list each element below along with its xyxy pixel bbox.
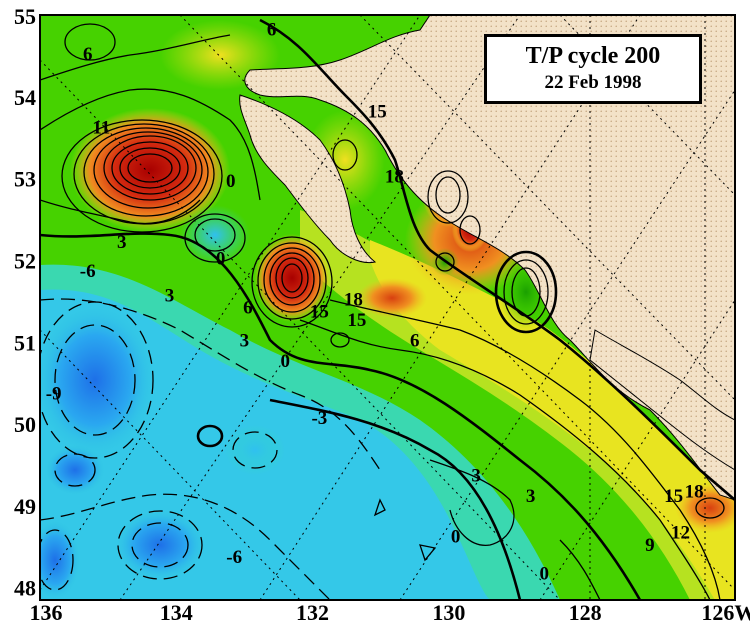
contour-label: 15 <box>310 302 329 323</box>
contour-label: 0 <box>451 527 461 548</box>
contour-lines <box>40 18 735 600</box>
x-tick-label: 134 <box>160 600 193 625</box>
map-date: 22 Feb 1998 <box>544 72 642 93</box>
low-anomaly-south <box>115 510 205 580</box>
contour-label: 15 <box>368 101 387 122</box>
y-tick-label: 52 <box>14 248 36 273</box>
contour-label: 18 <box>685 482 704 503</box>
y-tick-label: 54 <box>14 85 36 110</box>
x-tick-label: 136 <box>30 600 63 625</box>
title-box: T/P cycle 200 22 Feb 1998 <box>484 34 702 104</box>
contour-label: 6 <box>267 19 277 40</box>
contour-label: 18 <box>344 289 363 310</box>
contour-label: 11 <box>92 118 110 139</box>
x-tick-label: 132 <box>296 600 329 625</box>
contour-label: 18 <box>385 167 404 188</box>
y-tick-label: 49 <box>14 494 36 519</box>
contour-label: 3 <box>117 232 127 253</box>
contour-label: 3 <box>165 285 175 306</box>
y-tick-label: 50 <box>14 412 36 437</box>
contour-label: 15 <box>664 486 683 507</box>
contour-label: 3 <box>240 330 250 351</box>
island-land <box>239 94 377 264</box>
contour-label: 6 <box>243 298 253 319</box>
x-tick-label: 128 <box>569 600 602 625</box>
contour-label: 3 <box>526 486 536 507</box>
y-tick-label: 51 <box>14 330 36 355</box>
y-axis-ticks: 55 54 53 52 51 50 49 48 <box>14 4 36 601</box>
contour-label: 0 <box>226 171 236 192</box>
contour-label: 3 <box>471 465 481 486</box>
contour-label: 0 <box>216 249 226 270</box>
contour-label: -9 <box>46 384 62 405</box>
plot-frame <box>39 14 736 601</box>
contour-label: -6 <box>80 261 96 282</box>
contour-label: 15 <box>347 310 366 331</box>
contour-label: -3 <box>311 408 327 429</box>
low-anomaly-small <box>180 205 250 265</box>
x-tick-label: 126W <box>701 600 750 625</box>
low-anomaly-west <box>40 305 155 455</box>
contour-label: 6 <box>410 330 420 351</box>
x-tick-label: 130 <box>432 600 465 625</box>
y-tick-label: 53 <box>14 167 36 192</box>
map-title: T/P cycle 200 <box>525 43 661 69</box>
y-tick-label: 55 <box>14 4 36 29</box>
y-tick-label: 48 <box>14 576 36 601</box>
contour-label: -6 <box>226 547 242 568</box>
contour-label: 0 <box>281 351 291 372</box>
x-axis-ticks: 136 134 132 130 128 126W <box>30 600 750 625</box>
contour-label: 6 <box>83 44 93 65</box>
contour-label: 0 <box>539 564 549 585</box>
contour-label: 9 <box>645 535 655 556</box>
high-anomaly-eddy-west <box>70 108 230 232</box>
coordinate-grid <box>40 15 735 600</box>
contour-label: 12 <box>671 523 690 544</box>
